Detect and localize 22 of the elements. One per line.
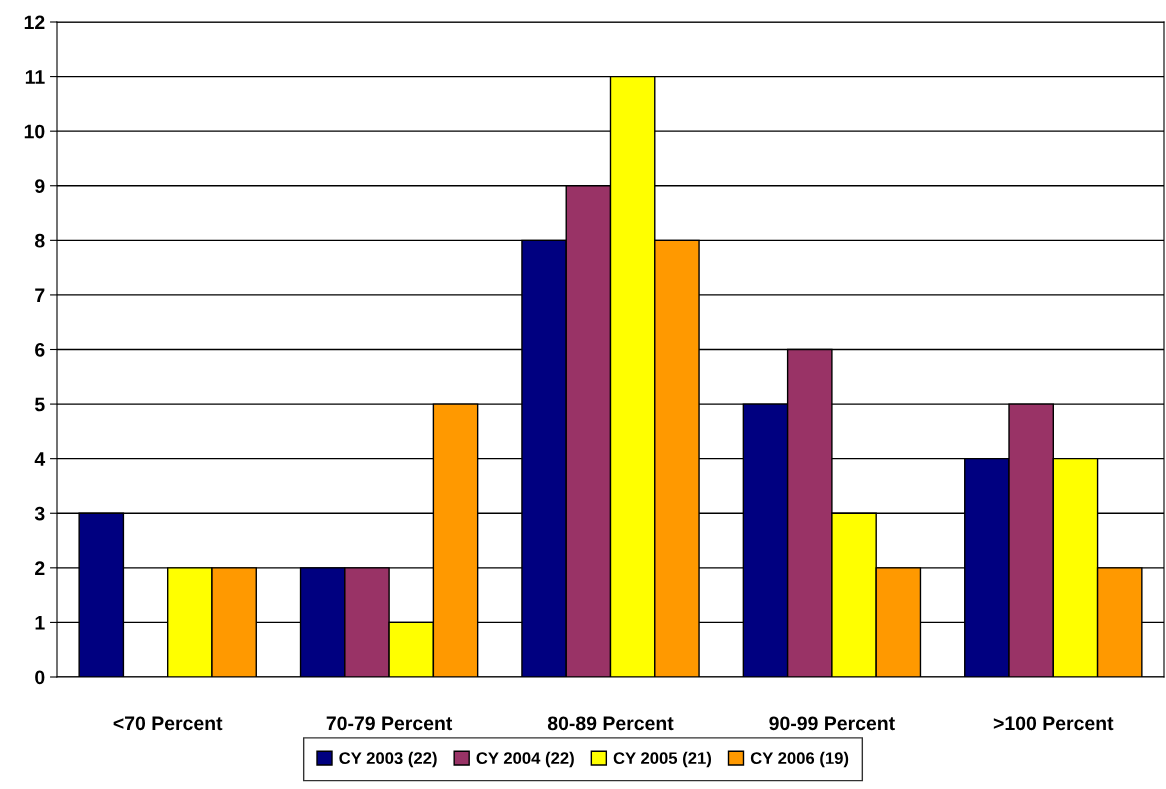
y-tick-label: 6	[35, 342, 45, 357]
x-tick-label: <70 Percent	[113, 716, 223, 731]
y-tick-label: 4	[34, 452, 46, 466]
y-tick-label: 3	[34, 506, 45, 521]
y-tick-label: 9	[35, 179, 45, 193]
y-tick-label: 12	[24, 15, 45, 30]
x-tick-label: 80-89 Percent	[547, 716, 674, 731]
x-tick-label: >100 Percent	[993, 716, 1114, 731]
x-tick-label: 70-79 Percent	[326, 716, 453, 731]
legend-label: CY 2003 (22)	[339, 751, 437, 768]
legend-label: CY 2004 (22)	[476, 751, 574, 768]
y-tick-label: 0	[35, 670, 45, 685]
y-tick-label: 5	[34, 397, 45, 412]
legend-label: CY 2006 (19)	[750, 751, 849, 768]
y-tick-label: 8	[35, 233, 45, 248]
y-tick-label: 1	[35, 616, 45, 630]
y-tick-label: 2	[35, 561, 45, 575]
y-tick-label: 11	[25, 70, 45, 84]
y-tick-label: 10	[24, 124, 45, 139]
legend-label: CY 2005 (21)	[613, 751, 712, 768]
x-tick-label: 90-99 Percent	[769, 716, 895, 731]
y-tick-label: 7	[35, 288, 45, 302]
